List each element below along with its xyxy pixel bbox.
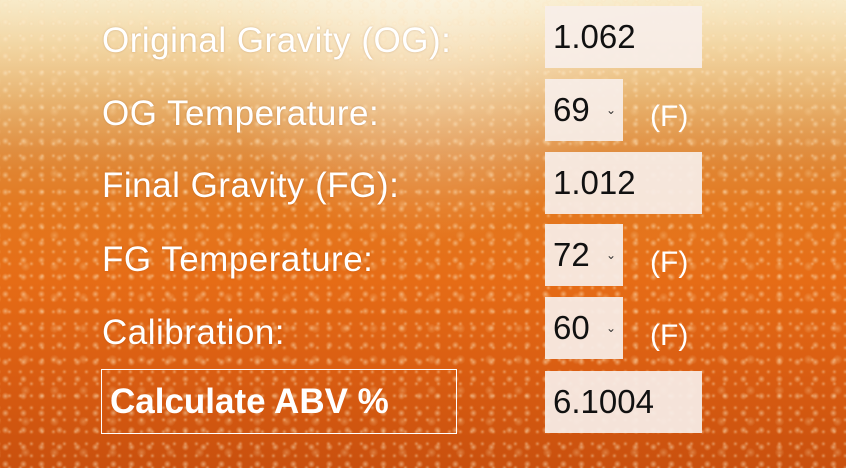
fg-temperature-value: 72	[553, 236, 590, 273]
chevron-down-icon: ⌄	[605, 321, 616, 335]
fg-label: Final Gravity (FG):	[102, 166, 400, 205]
calibration-unit: (F)	[650, 319, 689, 352]
fg-temperature-unit: (F)	[650, 246, 689, 279]
og-label: Original Gravity (OG):	[102, 21, 452, 60]
calibration-select[interactable]: 60 ⌄	[545, 297, 623, 359]
og-temperature-select[interactable]: 69 ⌄	[545, 79, 623, 141]
calibration-label: Calibration:	[102, 313, 286, 352]
chevron-down-icon: ⌄	[605, 248, 616, 262]
abv-result-field: 6.1004	[545, 371, 702, 433]
fg-temperature-select[interactable]: 72 ⌄	[545, 224, 623, 286]
calculate-abv-button[interactable]: Calculate ABV %	[101, 369, 457, 434]
og-temperature-label: OG Temperature:	[102, 94, 380, 133]
fg-temperature-label: FG Temperature:	[102, 240, 374, 279]
og-temperature-value: 69	[553, 91, 590, 128]
calibration-value: 60	[553, 309, 590, 346]
og-temperature-unit: (F)	[650, 100, 689, 133]
chevron-down-icon: ⌄	[605, 103, 616, 117]
og-input[interactable]: 1.062	[545, 6, 702, 68]
fg-input[interactable]: 1.012	[545, 152, 702, 214]
